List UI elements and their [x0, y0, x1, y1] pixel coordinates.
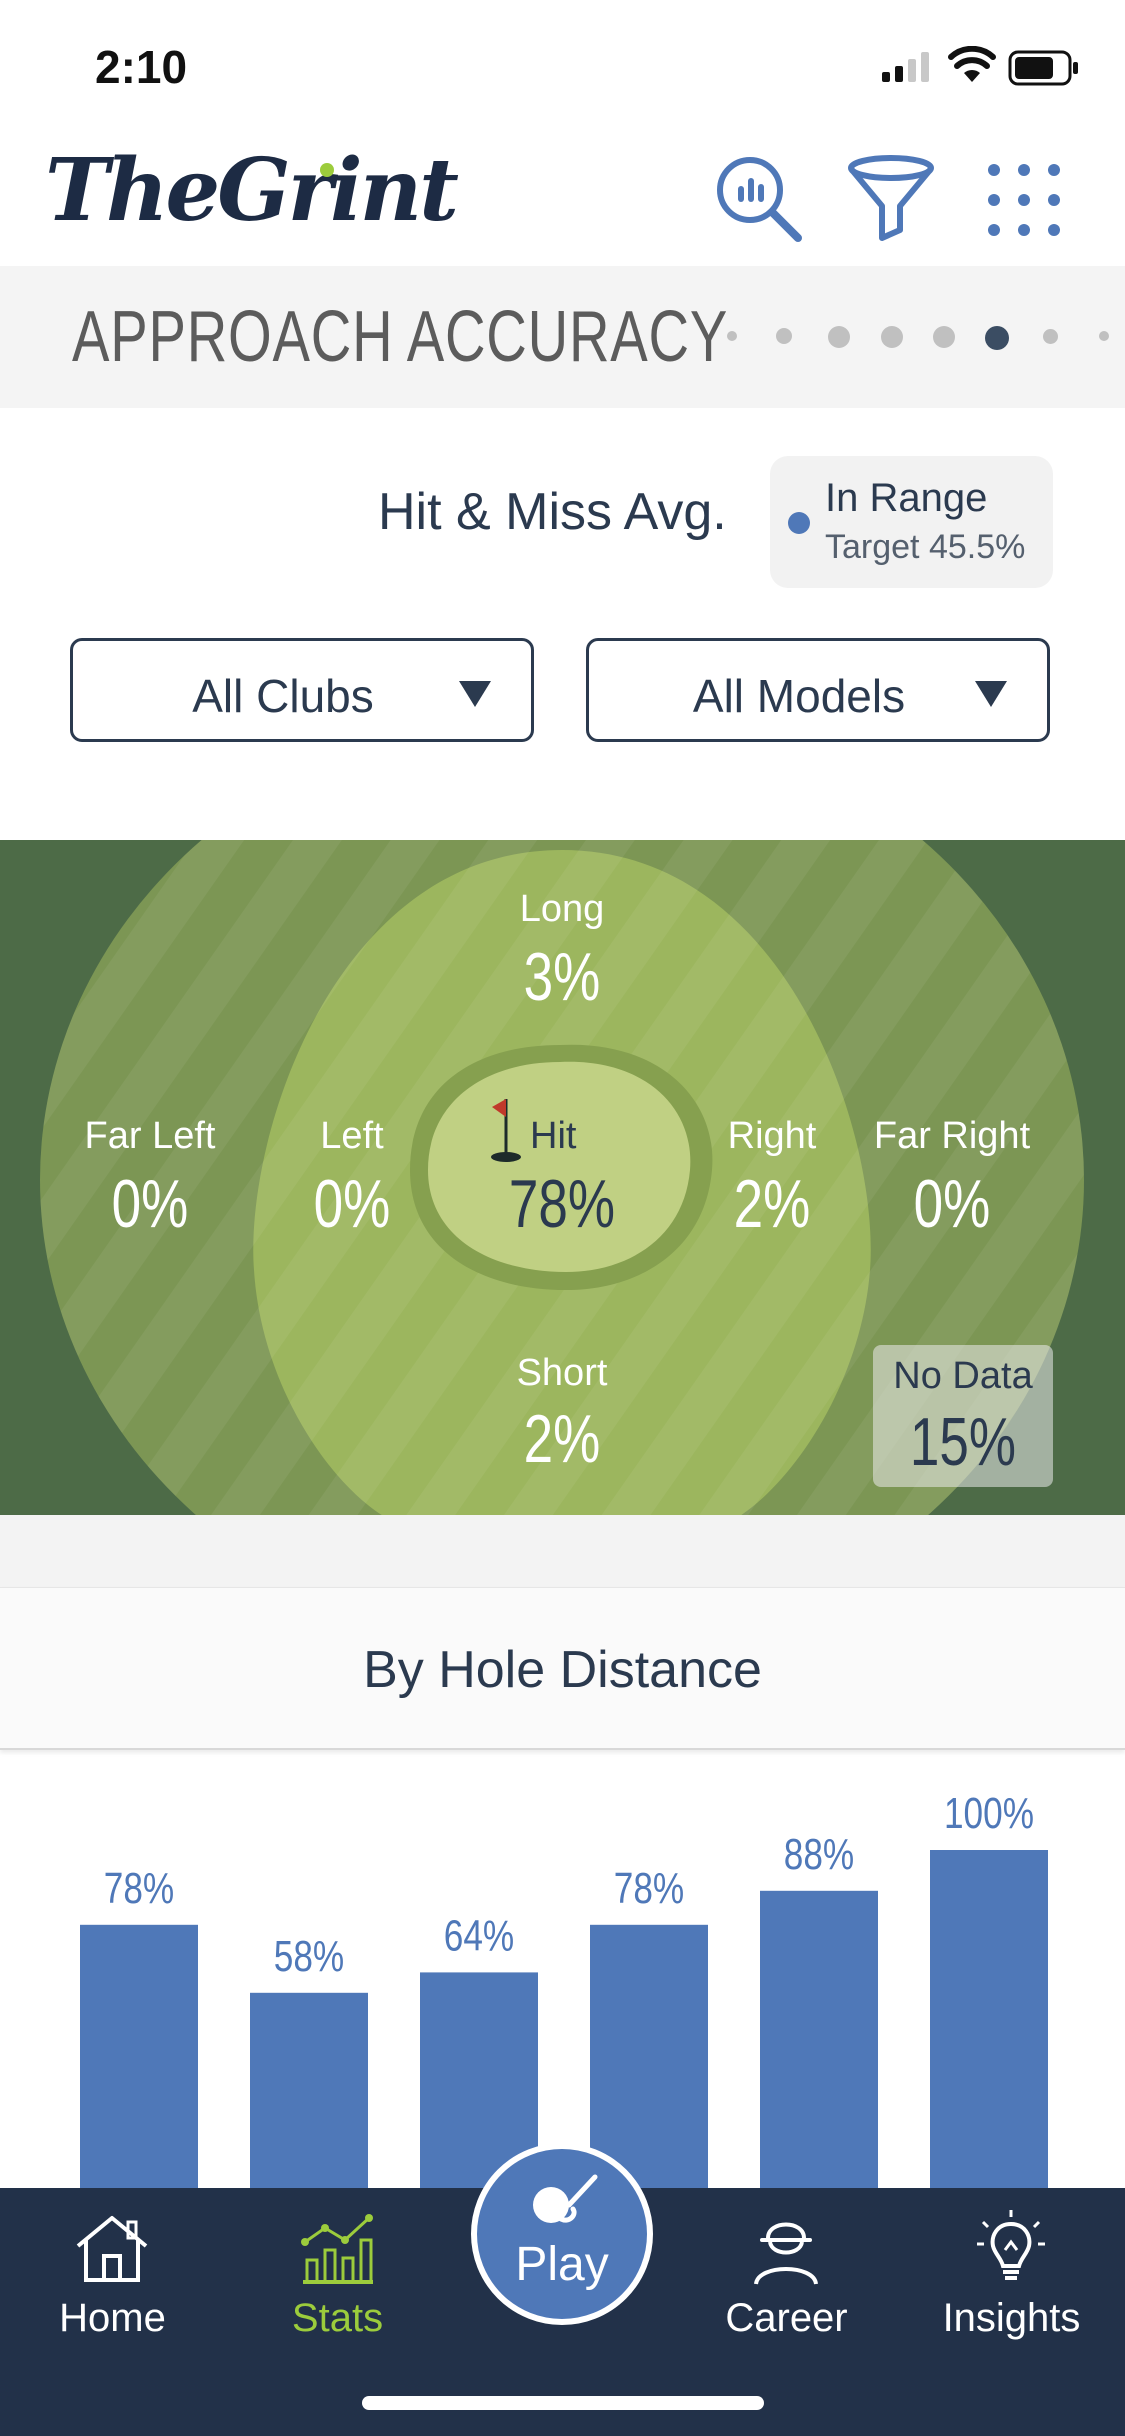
- short-label: Short: [516, 1352, 608, 1394]
- models-dropdown[interactable]: All Models: [586, 638, 1050, 742]
- wifi-icon: [948, 45, 996, 89]
- page-dot[interactable]: [828, 326, 850, 348]
- left-value: 0%: [313, 1166, 391, 1242]
- clubs-dropdown[interactable]: All Clubs: [70, 638, 534, 742]
- logo-dot: [320, 163, 334, 177]
- home-icon: [76, 2216, 148, 2282]
- grid-menu-icon[interactable]: [984, 160, 1064, 245]
- golf-club-ball-icon: [533, 2174, 598, 2223]
- page-indicator[interactable]: [720, 316, 1125, 356]
- chart-bar: [760, 1890, 878, 2190]
- page-dot[interactable]: [933, 326, 955, 348]
- dropdown-arrow-icon: [975, 681, 1007, 707]
- tab-career[interactable]: Career: [674, 2188, 899, 2358]
- page-dot[interactable]: [1099, 331, 1109, 341]
- hit-label: Hit: [530, 1115, 577, 1157]
- chart-bar-label: 78%: [614, 1864, 684, 1913]
- play-button[interactable]: Play: [471, 2143, 653, 2325]
- filter-funnel-icon[interactable]: [846, 154, 936, 249]
- page-dot[interactable]: [776, 328, 792, 344]
- long-label: Long: [519, 888, 605, 930]
- section-title: APPROACH ACCURACY: [72, 297, 729, 377]
- page-dot[interactable]: [727, 331, 737, 341]
- legend-target: Target 45.5%: [825, 528, 1026, 566]
- stats-chart-icon: [301, 2214, 373, 2284]
- chart-bar-label: 88%: [784, 1830, 854, 1879]
- page-dot[interactable]: [1043, 329, 1058, 344]
- right-label: Right: [727, 1115, 817, 1157]
- lightbulb-icon: [977, 2210, 1045, 2280]
- signal-icon: [882, 50, 934, 82]
- hit-miss-label: Hit & Miss Avg.: [378, 483, 727, 541]
- app-header: TheGrint: [0, 130, 1125, 265]
- legend-title: In Range: [825, 476, 988, 520]
- chart-bar-label: 58%: [274, 1932, 344, 1981]
- left-label: Left: [320, 1115, 384, 1157]
- tab-stats-label: Stats: [291, 2296, 384, 2340]
- section-gap: [0, 1515, 1125, 1587]
- legend-dot: [788, 512, 810, 534]
- tab-home-label: Home: [59, 2296, 166, 2340]
- hole-distance-bar-chart: 78% 58% 64% 78% 88% 100%: [80, 1789, 1048, 2190]
- tab-home[interactable]: Home: [0, 2188, 225, 2358]
- models-dropdown-value: All Models: [692, 670, 906, 722]
- chart-bar-label: 78%: [104, 1864, 174, 1913]
- home-indicator: [362, 2396, 764, 2410]
- clubs-dropdown-value: All Clubs: [192, 670, 374, 722]
- battery-icon: [1008, 50, 1080, 91]
- by-hole-distance-title: By Hole Distance: [363, 1641, 762, 1699]
- approach-accuracy-field: Long 3% Far Left 0% Left 0% Hit 78% Righ…: [0, 840, 1125, 1515]
- dropdown-arrow-icon: [459, 681, 491, 707]
- chart-bar: [930, 1850, 1048, 2190]
- stats-search-icon[interactable]: [712, 152, 806, 251]
- far-left-label: Far Left: [84, 1115, 216, 1157]
- tab-insights[interactable]: Insights: [899, 2188, 1124, 2358]
- chart-bar: [250, 1992, 368, 2190]
- no-data-box: No Data 15%: [873, 1345, 1053, 1487]
- in-range-legend: In Range Target 45.5%: [770, 456, 1053, 588]
- chart-bar: [80, 1924, 198, 2190]
- long-value: 3%: [523, 939, 601, 1015]
- app-logo: TheGrint: [45, 140, 459, 241]
- no-data-value: 15%: [909, 1404, 1017, 1480]
- by-hole-distance-header: By Hole Distance: [0, 1587, 1125, 1750]
- far-left-value: 0%: [111, 1166, 189, 1242]
- page-dot[interactable]: [881, 326, 903, 348]
- chart-bar-label: 100%: [944, 1789, 1034, 1838]
- status-bar: 2:10: [0, 0, 1125, 130]
- chart-bar: [590, 1924, 708, 2190]
- right-value: 2%: [733, 1166, 811, 1242]
- career-golfer-icon: [754, 2222, 818, 2285]
- far-right-label: Far Right: [873, 1115, 1031, 1157]
- short-value: 2%: [523, 1401, 601, 1477]
- tab-career-label: Career: [725, 2296, 848, 2340]
- far-right-value: 0%: [913, 1166, 991, 1242]
- hit-value: 78%: [508, 1166, 616, 1242]
- status-time: 2:10: [95, 41, 188, 93]
- chart-bar-label: 64%: [444, 1912, 514, 1961]
- page-dot-active[interactable]: [985, 326, 1009, 350]
- pin-flag-icon: [488, 1095, 528, 1170]
- play-button-label: Play: [515, 2238, 609, 2291]
- tab-stats[interactable]: Stats: [225, 2188, 450, 2358]
- no-data-label: No Data: [893, 1355, 1033, 1397]
- tab-insights-label: Insights: [942, 2296, 1081, 2340]
- section-title-bar: APPROACH ACCURACY: [0, 266, 1125, 408]
